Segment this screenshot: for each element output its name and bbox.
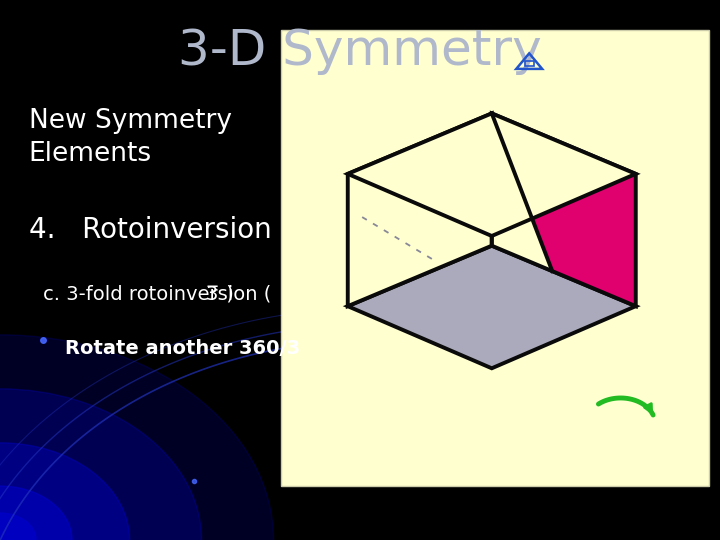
Polygon shape bbox=[348, 113, 492, 306]
Circle shape bbox=[0, 513, 36, 540]
Circle shape bbox=[0, 389, 202, 540]
Text: c. 3-fold rotoinversion (: c. 3-fold rotoinversion ( bbox=[43, 285, 278, 304]
Text: ): ) bbox=[220, 285, 233, 304]
Polygon shape bbox=[348, 113, 636, 236]
Text: Rotate another 360/3: Rotate another 360/3 bbox=[65, 339, 300, 358]
Polygon shape bbox=[348, 246, 636, 368]
Text: 3-D Symmetry: 3-D Symmetry bbox=[178, 27, 542, 75]
Circle shape bbox=[0, 486, 72, 540]
Circle shape bbox=[0, 443, 130, 540]
Text: 4.   Rotoinversion: 4. Rotoinversion bbox=[29, 216, 271, 244]
Bar bbox=[525, 61, 534, 66]
Text: 3̅: 3̅ bbox=[205, 285, 217, 304]
Text: New Symmetry
Elements: New Symmetry Elements bbox=[29, 108, 232, 167]
Bar bbox=[281, 30, 709, 486]
Polygon shape bbox=[492, 113, 636, 306]
Circle shape bbox=[0, 335, 274, 540]
Polygon shape bbox=[492, 113, 636, 306]
